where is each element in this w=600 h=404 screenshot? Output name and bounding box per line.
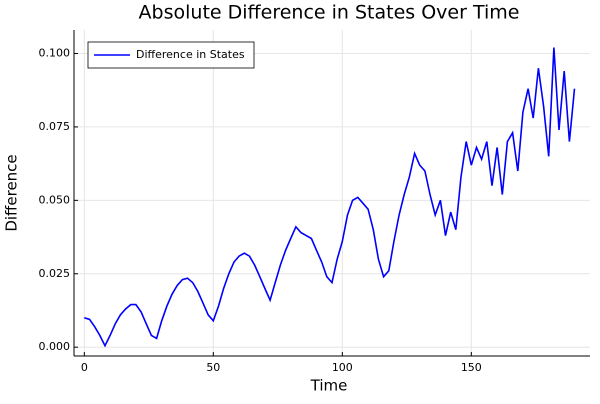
y-axis-label: Difference (3, 154, 21, 231)
x-tick-label: 150 (461, 361, 482, 374)
y-tick-label: 0.025 (39, 267, 71, 280)
y-tick-label: 0.050 (39, 193, 71, 206)
x-tick-label: 100 (332, 361, 353, 374)
y-tick-label: 0.075 (39, 120, 71, 133)
y-tick-label: 0.000 (39, 340, 71, 353)
chart-title: Absolute Difference in States Over Time (139, 2, 520, 24)
data-line (84, 47, 576, 348)
x-tick-label: 0 (81, 361, 88, 374)
x-tick-label: 50 (206, 361, 220, 374)
x-axis-label: Time (310, 377, 348, 395)
legend-label: Difference in States (136, 48, 245, 61)
y-tick-label: 0.100 (39, 46, 71, 59)
